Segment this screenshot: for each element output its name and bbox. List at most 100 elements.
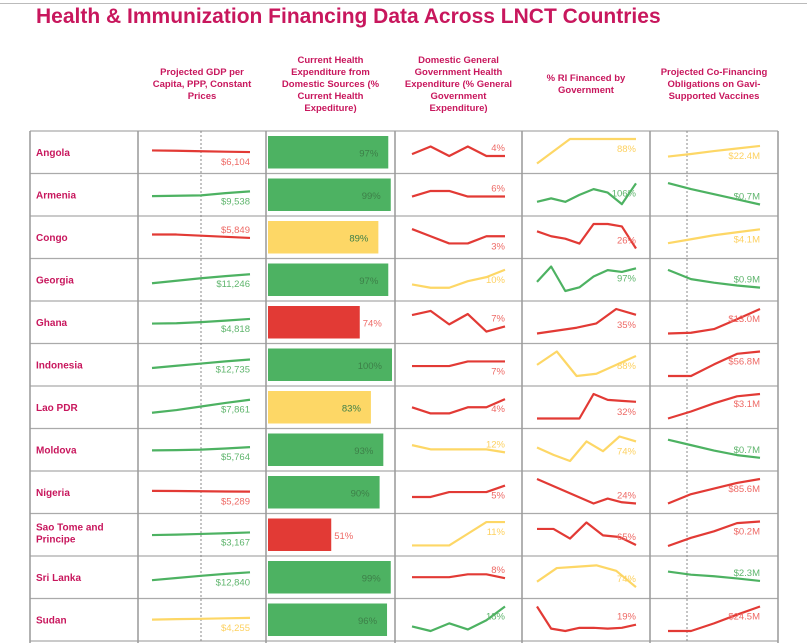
gdp-value-label: $3,167 — [221, 537, 250, 548]
che-bar — [268, 603, 388, 636]
dgghe-sparkline — [411, 605, 506, 633]
ri-value-label: 74% — [617, 574, 637, 585]
che-value-label: 96% — [358, 616, 378, 627]
gdp-value-label: $5,289 — [221, 497, 250, 508]
cofin-value-label: $13.0M — [728, 314, 760, 325]
cofin-sparkline — [667, 438, 761, 459]
dgghe-sparkline — [412, 360, 505, 368]
che-value-label: 90% — [351, 488, 371, 499]
header-cofin: Projected Co-Financing Obligations on Ga… — [660, 67, 768, 102]
country-name: Moldova — [36, 446, 77, 457]
cofin-sparkline — [667, 570, 761, 583]
cofin-value-label: $0.7M — [734, 191, 760, 202]
ri-value-label: 35% — [617, 320, 637, 331]
country-name: Lao PDR — [36, 403, 78, 414]
cofin-value-label: $0.9M — [734, 275, 760, 286]
dgghe-value-label: 4% — [491, 404, 505, 415]
cofin-sparkline — [667, 307, 761, 335]
che-bar — [268, 348, 392, 381]
gdp-sparkline — [151, 446, 251, 452]
gdp-sparkline — [151, 358, 251, 370]
cofin-sparkline — [667, 392, 761, 420]
dgghe-value-label: 12% — [486, 439, 506, 450]
che-bar — [268, 433, 384, 466]
cofin-value-label: $56.8M — [728, 357, 760, 368]
che-bar — [268, 561, 391, 594]
ri-sparkline — [536, 137, 636, 165]
che-value-label: 83% — [342, 403, 362, 414]
cofin-value-label: $0.2M — [734, 527, 760, 538]
dgghe-value-label: 8% — [491, 565, 505, 576]
gdp-sparkline — [151, 531, 251, 537]
gdp-sparkline — [151, 489, 251, 493]
ri-value-label: 19% — [617, 612, 637, 623]
ri-sparkline — [537, 392, 637, 420]
ri-value-label: 24% — [617, 491, 637, 502]
gdp-value-label: $5,764 — [221, 452, 250, 463]
cofin-sparkline — [667, 477, 761, 505]
che-bar — [268, 306, 360, 339]
gdp-value-label: $12,735 — [216, 365, 250, 376]
country-name: Armenia — [36, 191, 76, 202]
country-name: Principe — [36, 535, 76, 546]
ri-sparkline — [536, 350, 637, 378]
dgghe-value-label: 18% — [486, 612, 506, 623]
dgghe-sparkline — [411, 309, 506, 333]
gdp-value-label: $9,538 — [221, 196, 250, 207]
cofin-sparkline — [668, 605, 761, 633]
dgghe-value-label: 6% — [491, 184, 505, 195]
gdp-value-label: $4,255 — [221, 623, 250, 634]
gdp-value-label: $4,818 — [221, 324, 250, 335]
country-name: Ghana — [36, 318, 68, 329]
cofin-value-label: $4.1M — [734, 234, 760, 245]
cofin-sparkline — [667, 144, 761, 158]
ri-sparkline — [536, 477, 637, 505]
ri-value-label: 106% — [612, 188, 637, 199]
gdp-sparkline — [152, 233, 251, 240]
country-name: Angola — [36, 148, 70, 159]
header-che: Current Health Expenditure from Domestic… — [281, 55, 380, 114]
ri-value-label: 26% — [617, 236, 637, 247]
cofin-value-label: $85.6M — [728, 484, 760, 495]
dgghe-value-label: 10% — [486, 275, 506, 286]
gdp-sparkline — [151, 616, 251, 621]
cofin-value-label: $0.7M — [734, 445, 760, 456]
ri-sparkline — [536, 307, 637, 335]
cofin-sparkline — [667, 520, 761, 548]
che-value-label: 100% — [358, 361, 383, 372]
country-name: Sao Tome and — [36, 523, 104, 534]
ri-value-label: 88% — [617, 144, 637, 155]
che-bar — [268, 136, 389, 169]
top-divider — [0, 3, 807, 4]
cofin-sparkline — [667, 228, 761, 245]
gdp-value-label: $12,840 — [216, 577, 250, 588]
dgghe-sparkline — [412, 520, 505, 547]
dgghe-value-label: 11% — [487, 527, 506, 538]
dgghe-sparkline — [411, 145, 505, 158]
cofin-value-label: $22.4M — [728, 151, 760, 162]
gdp-value-label: $7,861 — [221, 405, 250, 416]
dgghe-sparkline — [412, 484, 506, 499]
ri-sparkline — [537, 521, 637, 547]
che-value-label: 99% — [362, 573, 382, 584]
cofin-value-label: $24.5M — [728, 612, 760, 623]
dgghe-value-label: 7% — [491, 366, 505, 377]
che-value-label: 74% — [363, 318, 383, 329]
country-name: Georgia — [36, 276, 74, 287]
ri-sparkline — [536, 265, 637, 293]
page-title: Health & Immunization Financing Data Acr… — [36, 5, 661, 28]
dgghe-sparkline — [411, 268, 506, 289]
ri-sparkline — [536, 435, 637, 463]
che-value-label: 99% — [362, 191, 382, 202]
dgghe-sparkline — [411, 398, 506, 415]
cofin-sparkline — [668, 350, 761, 378]
country-name: Congo — [36, 233, 68, 244]
country-name: Nigeria — [36, 488, 70, 499]
gdp-sparkline — [151, 149, 251, 154]
che-value-label: 51% — [334, 531, 354, 542]
ri-value-label: 88% — [617, 361, 637, 372]
gdp-sparkline — [151, 571, 251, 582]
gdp-sparkline — [151, 190, 251, 198]
gdp-value-label: $6,104 — [221, 157, 250, 168]
